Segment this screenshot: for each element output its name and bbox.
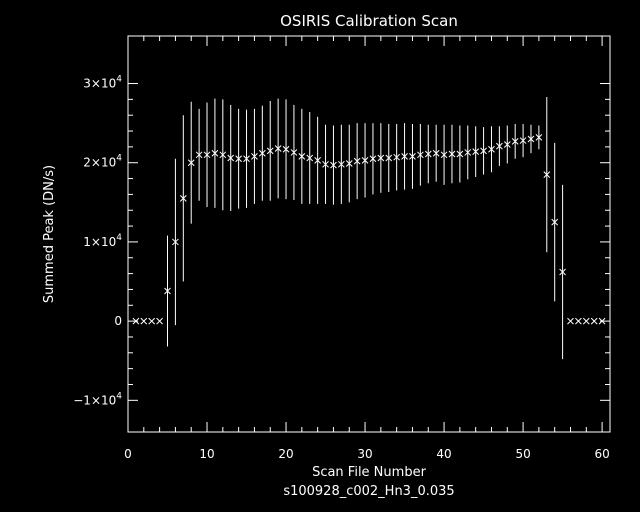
x-tick-label: 20	[278, 447, 293, 461]
data-point	[551, 218, 559, 226]
data-series	[132, 96, 606, 360]
data-point	[496, 142, 503, 150]
x-tick-label: 30	[357, 447, 372, 461]
y-tick-label: 3×104	[83, 75, 122, 91]
data-point	[503, 141, 511, 148]
data-point	[179, 195, 187, 202]
data-point	[424, 150, 432, 158]
data-point	[266, 147, 274, 155]
data-point	[353, 157, 361, 165]
y-tick-label-exponent: 4	[116, 75, 122, 85]
data-point	[417, 151, 424, 159]
data-point	[464, 149, 472, 156]
data-point	[472, 148, 480, 155]
data-point	[211, 149, 219, 157]
data-point	[187, 159, 195, 167]
data-point	[480, 147, 487, 155]
y-tick-label-base: −1×10	[73, 393, 116, 407]
data-point	[306, 154, 314, 162]
data-point	[132, 317, 140, 325]
data-point	[393, 153, 401, 161]
data-point	[559, 268, 566, 276]
x-tick-label: 0	[124, 447, 132, 461]
data-point	[488, 145, 495, 153]
data-point	[511, 137, 519, 145]
footer-label: s100928_c002_Hn3_0.035	[283, 484, 454, 499]
y-tick-label-exponent: 4	[116, 233, 122, 243]
x-tick-label: 60	[594, 447, 609, 461]
data-point	[575, 317, 582, 325]
data-point	[322, 160, 329, 168]
y-tick-label: 0	[114, 314, 122, 328]
data-point	[227, 154, 235, 162]
data-point	[527, 135, 535, 143]
data-point	[251, 153, 258, 160]
y-tick-label: −1×104	[73, 391, 122, 407]
data-point	[337, 160, 345, 168]
data-point	[140, 317, 148, 325]
x-axis-label: Scan File Number	[312, 465, 427, 480]
y-tick-label: 1×104	[83, 233, 122, 249]
data-point	[598, 317, 606, 325]
data-point	[282, 145, 290, 153]
y-axis-label: Summed Peak (DN/s)	[42, 165, 57, 303]
data-point	[195, 151, 203, 159]
data-point	[314, 156, 321, 164]
data-point	[219, 151, 227, 159]
y-tick-label-base: 0	[114, 314, 122, 328]
y-tick-label-exponent: 4	[116, 391, 122, 401]
x-tick-label: 50	[515, 447, 530, 461]
y-tick-label-exponent: 4	[116, 154, 122, 164]
data-point	[369, 155, 377, 163]
data-point	[519, 137, 527, 144]
data-point	[440, 151, 448, 159]
data-point	[258, 149, 266, 157]
plot-frame	[127, 35, 611, 433]
x-tick-label: 40	[436, 447, 451, 461]
data-point	[148, 317, 156, 325]
data-point	[448, 150, 456, 158]
data-point	[535, 134, 543, 141]
data-point	[274, 145, 282, 152]
data-point	[456, 150, 464, 158]
data-point	[330, 161, 337, 169]
data-point	[385, 154, 393, 162]
y-tick-label-base: 1×10	[83, 235, 116, 249]
data-point	[243, 155, 250, 163]
x-axis: 0 10 20 30 40 50 60	[124, 36, 610, 461]
data-point	[164, 287, 171, 295]
data-point	[290, 149, 298, 156]
data-point	[409, 153, 416, 160]
data-point	[582, 317, 590, 325]
data-point	[156, 317, 163, 325]
data-point	[203, 151, 211, 159]
data-point	[567, 317, 574, 325]
data-point	[345, 160, 353, 167]
data-point	[543, 171, 551, 178]
data-point	[590, 317, 598, 325]
chart-title: OSIRIS Calibration Scan	[280, 12, 458, 30]
data-point	[432, 149, 440, 157]
data-point	[361, 156, 369, 164]
data-point	[235, 155, 242, 163]
y-tick-label: 2×104	[83, 154, 122, 170]
data-point	[401, 153, 408, 160]
y-tick-label-base: 3×10	[83, 77, 116, 91]
x-tick-label: 10	[199, 447, 214, 461]
data-point	[298, 153, 306, 160]
y-tick-label-base: 2×10	[83, 156, 116, 170]
data-point	[377, 154, 385, 162]
data-point	[172, 238, 179, 246]
